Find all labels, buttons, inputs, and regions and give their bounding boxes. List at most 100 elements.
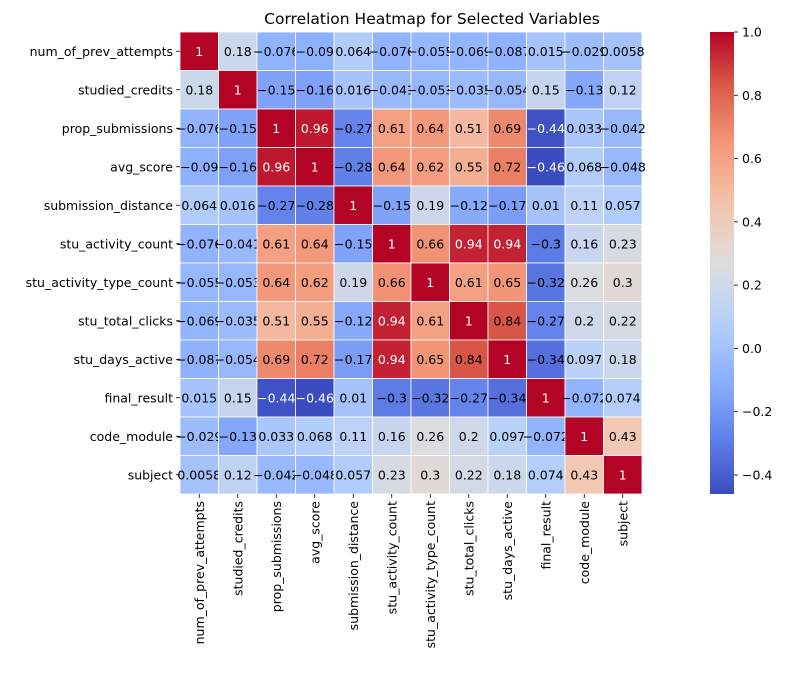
cell-value-label: 1: [234, 82, 242, 97]
heatmap-cell: [603, 455, 643, 495]
colorbar-tick-label: 0.4: [742, 214, 762, 229]
heatmap-cell: [295, 185, 335, 225]
cell-value-label: 0.01: [339, 390, 367, 405]
heatmap-cell: [179, 31, 219, 71]
heatmap-cell: [410, 147, 450, 187]
heatmap-cell: [449, 70, 489, 110]
cell-value-label: 1: [465, 313, 473, 328]
heatmap-cell: [295, 378, 335, 418]
row-tick-label: code_module: [90, 429, 174, 444]
heatmap-cell: [487, 378, 527, 418]
heatmap-cell: [449, 455, 489, 495]
heatmap-cell: [333, 70, 373, 110]
cell-value-label: −0.053: [407, 82, 453, 97]
heatmap-cell: [603, 339, 643, 379]
cell-value-label: −0.055: [407, 44, 453, 59]
heatmap-cell: [487, 301, 527, 341]
cell-value-label: −0.17: [334, 352, 372, 367]
heatmap-cell: [333, 262, 373, 302]
heatmap-cell: [564, 339, 604, 379]
cell-value-label: −0.17: [488, 198, 526, 213]
cell-value-label: −0.072: [561, 390, 607, 405]
heatmap-cell: [333, 301, 373, 341]
heatmap-cell: [333, 147, 373, 187]
heatmap-cell: [372, 301, 412, 341]
cell-value-label: −0.053: [215, 275, 261, 290]
heatmap-cell: [410, 455, 450, 495]
heatmap-cell: [372, 185, 412, 225]
cell-value-label: 0.69: [493, 121, 521, 136]
cell-value-label: 0.18: [493, 467, 521, 482]
cell-value-label: 0.074: [528, 467, 564, 482]
heatmap-cell: [603, 301, 643, 341]
cell-value-label: 1: [580, 429, 588, 444]
heatmap-cell: [256, 31, 296, 71]
cell-value-label: 0.62: [301, 275, 329, 290]
heatmap-cell: [449, 301, 489, 341]
cell-value-label: 0.3: [420, 467, 440, 482]
cell-value-label: −0.054: [215, 352, 261, 367]
cell-value-label: 0.23: [378, 467, 406, 482]
cell-value-label: −0.16: [296, 82, 334, 97]
cell-value-label: −0.32: [411, 390, 449, 405]
heatmap-cell: [410, 31, 450, 71]
heatmap-cell: [372, 224, 412, 264]
heatmap-cell: [410, 262, 450, 302]
cell-value-label: 0.61: [378, 121, 406, 136]
cell-value-label: 0.55: [301, 313, 329, 328]
heatmap-cell: [333, 455, 373, 495]
cell-value-label: −0.087: [484, 44, 530, 59]
heatmap-cell: [410, 224, 450, 264]
column-tick-label: studied_credits: [230, 501, 245, 596]
cell-value-label: 0.51: [455, 121, 483, 136]
heatmap-cell: [564, 262, 604, 302]
cell-value-label: 0.62: [416, 159, 444, 174]
cell-value-label: 0.61: [262, 236, 290, 251]
heatmap-cell: [256, 339, 296, 379]
heatmap-cell: [179, 70, 219, 110]
colorbar-tick-label: 0.0: [742, 341, 762, 356]
cell-value-label: −0.15: [334, 236, 372, 251]
cell-value-label: −0.13: [565, 82, 603, 97]
cell-value-label: 0.16: [378, 429, 406, 444]
heatmap-cell: [256, 224, 296, 264]
cell-value-label: 0.057: [335, 467, 371, 482]
cell-value-label: 0.18: [609, 352, 637, 367]
cell-value-label: −0.055: [176, 275, 222, 290]
heatmap-cell: [218, 70, 258, 110]
cell-value-label: 0.61: [455, 275, 483, 290]
heatmap-cell: [487, 455, 527, 495]
heatmap-cell: [526, 301, 566, 341]
heatmap-cell: [218, 378, 258, 418]
row-tick-label: studied_credits: [78, 82, 173, 97]
cell-value-label: −0.28: [334, 159, 372, 174]
cell-value-label: 0.0058: [601, 44, 645, 59]
colorbar-tick-label: −0.4: [742, 468, 772, 483]
heatmap-cell: [256, 147, 296, 187]
heatmap-cell: [603, 262, 643, 302]
heatmap-cell: [564, 416, 604, 456]
cell-value-label: 0.11: [339, 429, 367, 444]
cell-value-label: −0.12: [450, 198, 488, 213]
cell-value-label: 0.51: [262, 313, 290, 328]
cell-value-label: −0.048: [600, 159, 646, 174]
heatmap-cell: [295, 70, 335, 110]
cell-value-label: −0.28: [296, 198, 334, 213]
cell-value-label: −0.27: [527, 313, 565, 328]
cell-value-label: 0.01: [532, 198, 560, 213]
column-tick-label: avg_score: [307, 501, 322, 564]
heatmap-cell: [295, 416, 335, 456]
cell-value-label: 0.097: [566, 352, 602, 367]
heatmap-cell: [372, 31, 412, 71]
cell-value-label: −0.041: [215, 236, 261, 251]
cell-value-label: 0.96: [301, 121, 329, 136]
row-tick-label: avg_score: [110, 159, 173, 174]
heatmap-cell: [410, 416, 450, 456]
cell-value-label: 1: [311, 159, 319, 174]
heatmap-cell: [410, 70, 450, 110]
cell-value-label: −0.44: [257, 390, 295, 405]
cell-value-label: 0.23: [609, 236, 637, 251]
cell-value-label: 0.94: [455, 236, 483, 251]
heatmap-cell: [449, 339, 489, 379]
heatmap-cell: [256, 70, 296, 110]
